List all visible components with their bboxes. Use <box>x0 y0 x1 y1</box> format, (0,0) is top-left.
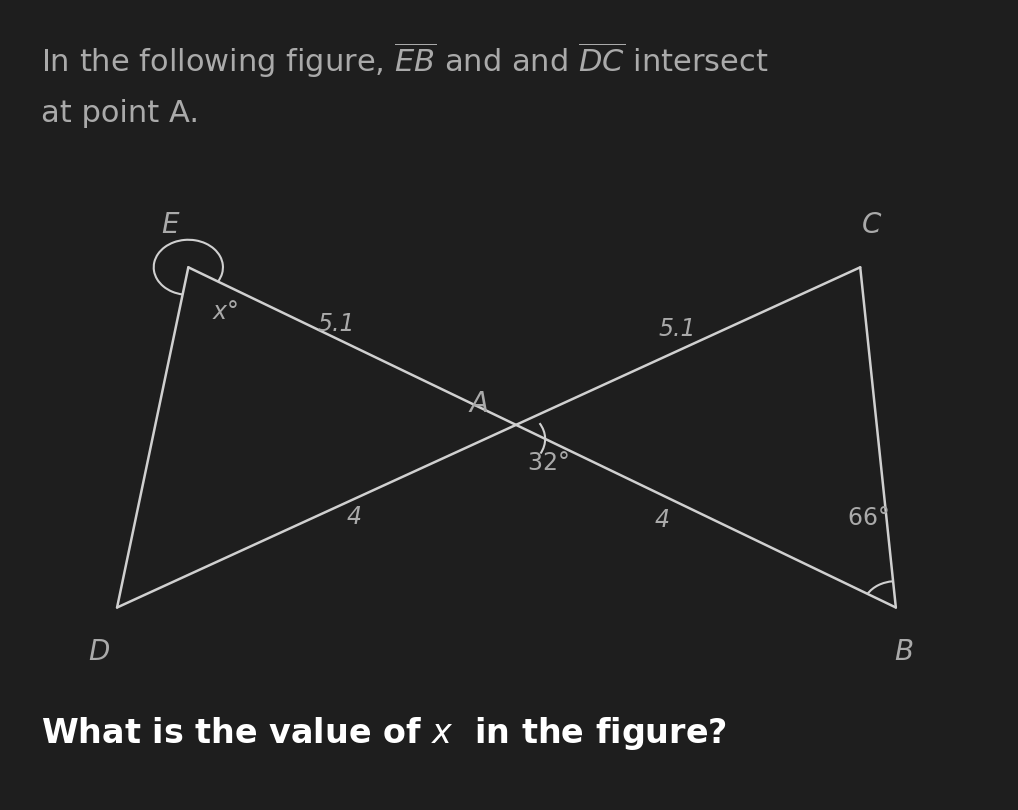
Text: B: B <box>895 638 913 667</box>
Text: C: C <box>861 211 882 239</box>
Text: D: D <box>89 638 109 667</box>
Text: What is the value of $x$  in the figure?: What is the value of $x$ in the figure? <box>41 714 727 752</box>
Text: $x°$: $x°$ <box>212 300 238 324</box>
Text: 5.1: 5.1 <box>318 312 354 336</box>
Text: 4: 4 <box>655 508 669 532</box>
Text: at point A.: at point A. <box>41 99 199 128</box>
Text: $32°$: $32°$ <box>527 451 569 475</box>
Text: 5.1: 5.1 <box>659 317 695 341</box>
Text: A: A <box>469 390 489 418</box>
Text: 4: 4 <box>347 505 361 529</box>
Text: In the following figure, $\mathit{\overline{EB}}$ and and $\mathit{\overline{DC}: In the following figure, $\mathit{\overl… <box>41 40 769 80</box>
Text: $66°$: $66°$ <box>847 506 889 531</box>
Text: E: E <box>161 211 179 239</box>
